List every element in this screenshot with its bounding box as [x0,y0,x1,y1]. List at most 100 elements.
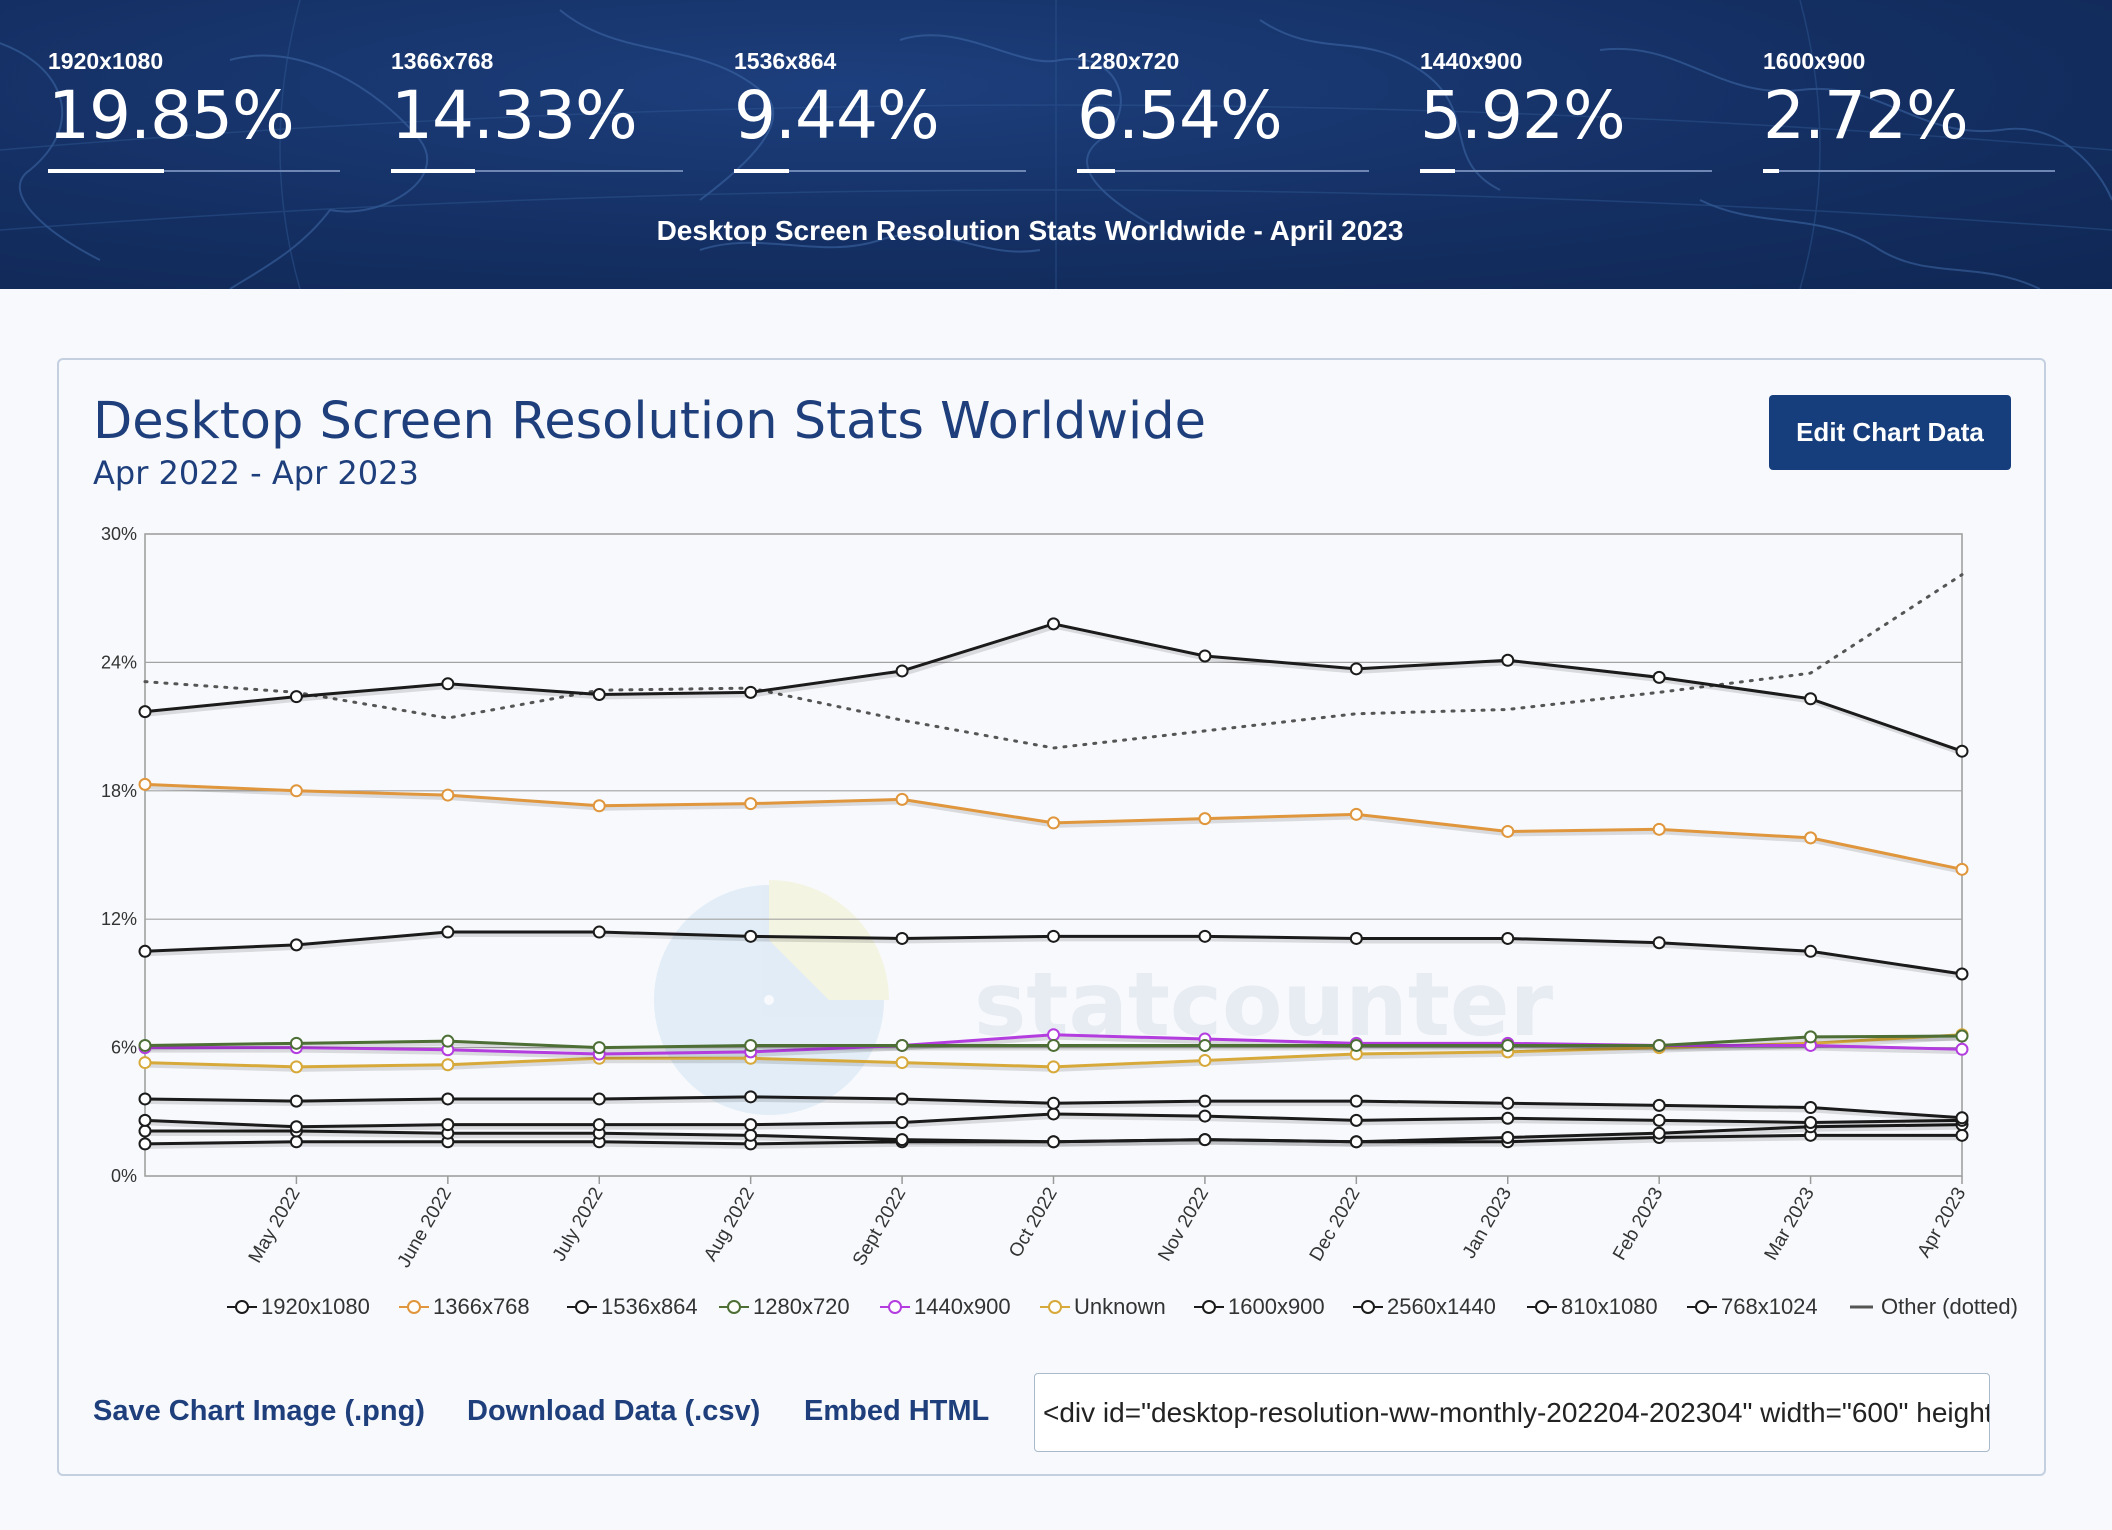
data-point[interactable] [1198,1053,1212,1067]
data-point[interactable] [1198,1038,1212,1052]
data-point[interactable] [1804,692,1818,706]
data-point[interactable] [289,1094,303,1108]
legend-item[interactable]: 2560x1440 [1353,1294,1496,1319]
data-point[interactable] [1501,653,1515,667]
data-point[interactable] [1804,831,1818,845]
series-1920x1080[interactable] [138,617,1969,758]
data-point[interactable] [1955,744,1969,758]
data-point[interactable] [895,792,909,806]
data-point[interactable] [744,685,758,699]
data-point[interactable] [895,1133,909,1147]
legend-item[interactable]: Other (dotted) [1850,1294,2018,1319]
data-point[interactable] [592,688,606,701]
data-point[interactable] [1955,862,1969,876]
series-2560x1440[interactable] [138,1107,1969,1134]
data-point[interactable] [744,1118,758,1132]
data-point[interactable] [441,925,455,939]
data-point[interactable] [1349,931,1363,945]
data-point[interactable] [1047,1060,1060,1074]
data-point[interactable] [1349,807,1363,821]
save-chart-image-link[interactable]: Save Chart Image (.png) [93,1395,425,1427]
stat-1536x864[interactable]: 1536x864 9.44% [734,48,1026,173]
data-point[interactable] [1047,1028,1060,1042]
stat-1280x720[interactable]: 1280x720 6.54% [1077,48,1369,173]
data-point[interactable] [1804,944,1818,958]
data-point[interactable] [1804,1116,1818,1129]
data-point[interactable] [592,1041,606,1055]
data-point[interactable] [289,1120,303,1134]
data-point[interactable] [895,1092,909,1106]
data-point[interactable] [895,1038,909,1052]
data-point[interactable] [1955,1111,1969,1125]
data-point[interactable] [744,929,758,943]
data-point[interactable] [1652,670,1666,684]
data-point[interactable] [1349,1135,1363,1149]
data-point[interactable] [1349,662,1363,676]
data-point[interactable] [1652,822,1666,836]
data-point[interactable] [1652,936,1666,950]
data-point[interactable] [1047,1107,1060,1121]
edit-chart-data-button[interactable]: Edit Chart Data [1769,395,2011,470]
legend-item[interactable]: 768x1024 [1687,1294,1818,1319]
data-point[interactable] [1501,1038,1515,1052]
data-point[interactable] [592,1118,606,1132]
series-other-dotted-[interactable] [143,573,1964,750]
data-point[interactable] [441,1118,455,1132]
series-1280x720[interactable] [138,1029,1969,1055]
data-point[interactable] [1501,824,1515,838]
data-point[interactable] [138,1137,152,1151]
data-point[interactable] [1652,1113,1666,1127]
data-point[interactable] [1349,1038,1363,1052]
data-point[interactable] [592,925,606,939]
data-point[interactable] [289,938,303,952]
legend-item[interactable]: Unknown [1040,1294,1166,1319]
embed-html-field[interactable]: <div id="desktop-resolution-ww-monthly-2… [1034,1373,1990,1452]
data-point[interactable] [1652,1038,1666,1052]
data-point[interactable] [1198,1133,1212,1147]
data-point[interactable] [138,1092,152,1106]
data-point[interactable] [441,788,455,802]
data-point[interactable] [1955,1042,1969,1056]
data-point[interactable] [744,1038,758,1052]
data-point[interactable] [138,777,152,791]
data-point[interactable] [1047,929,1060,943]
data-point[interactable] [1804,1030,1818,1044]
data-point[interactable] [1047,1038,1060,1052]
data-point[interactable] [138,944,152,958]
data-point[interactable] [1047,1096,1060,1110]
data-point[interactable] [138,1113,152,1127]
download-data-link[interactable]: Download Data (.csv) [467,1395,761,1427]
data-point[interactable] [441,1034,455,1048]
data-point[interactable] [592,1092,606,1106]
data-point[interactable] [289,784,303,798]
data-point[interactable] [744,797,758,811]
legend-item[interactable]: 1536x864 [567,1294,698,1319]
series-1600x900[interactable] [138,1090,1969,1125]
data-point[interactable] [138,705,152,719]
data-point[interactable] [1198,649,1212,663]
data-point[interactable] [744,1128,758,1142]
legend-item[interactable]: 810x1080 [1527,1294,1658,1319]
data-point[interactable] [441,1058,455,1072]
data-point[interactable] [138,1124,152,1138]
data-point[interactable] [1198,812,1212,826]
data-point[interactable] [289,1036,303,1050]
data-point[interactable] [1501,1096,1515,1110]
data-point[interactable] [1501,931,1515,945]
data-point[interactable] [1349,1113,1363,1127]
data-point[interactable] [895,664,909,678]
data-point[interactable] [1652,1098,1666,1112]
data-point[interactable] [138,1056,152,1070]
data-point[interactable] [1652,1126,1666,1140]
data-point[interactable] [895,1116,909,1129]
data-point[interactable] [289,1060,303,1074]
data-point[interactable] [1955,1128,1969,1142]
data-point[interactable] [289,1135,303,1149]
data-point[interactable] [1349,1094,1363,1108]
series-1366x768[interactable] [138,777,1969,876]
legend-item[interactable]: 1366x768 [399,1294,530,1319]
data-point[interactable] [1804,1101,1818,1115]
data-point[interactable] [744,1090,758,1104]
data-point[interactable] [441,1092,455,1106]
data-point[interactable] [1501,1130,1515,1144]
